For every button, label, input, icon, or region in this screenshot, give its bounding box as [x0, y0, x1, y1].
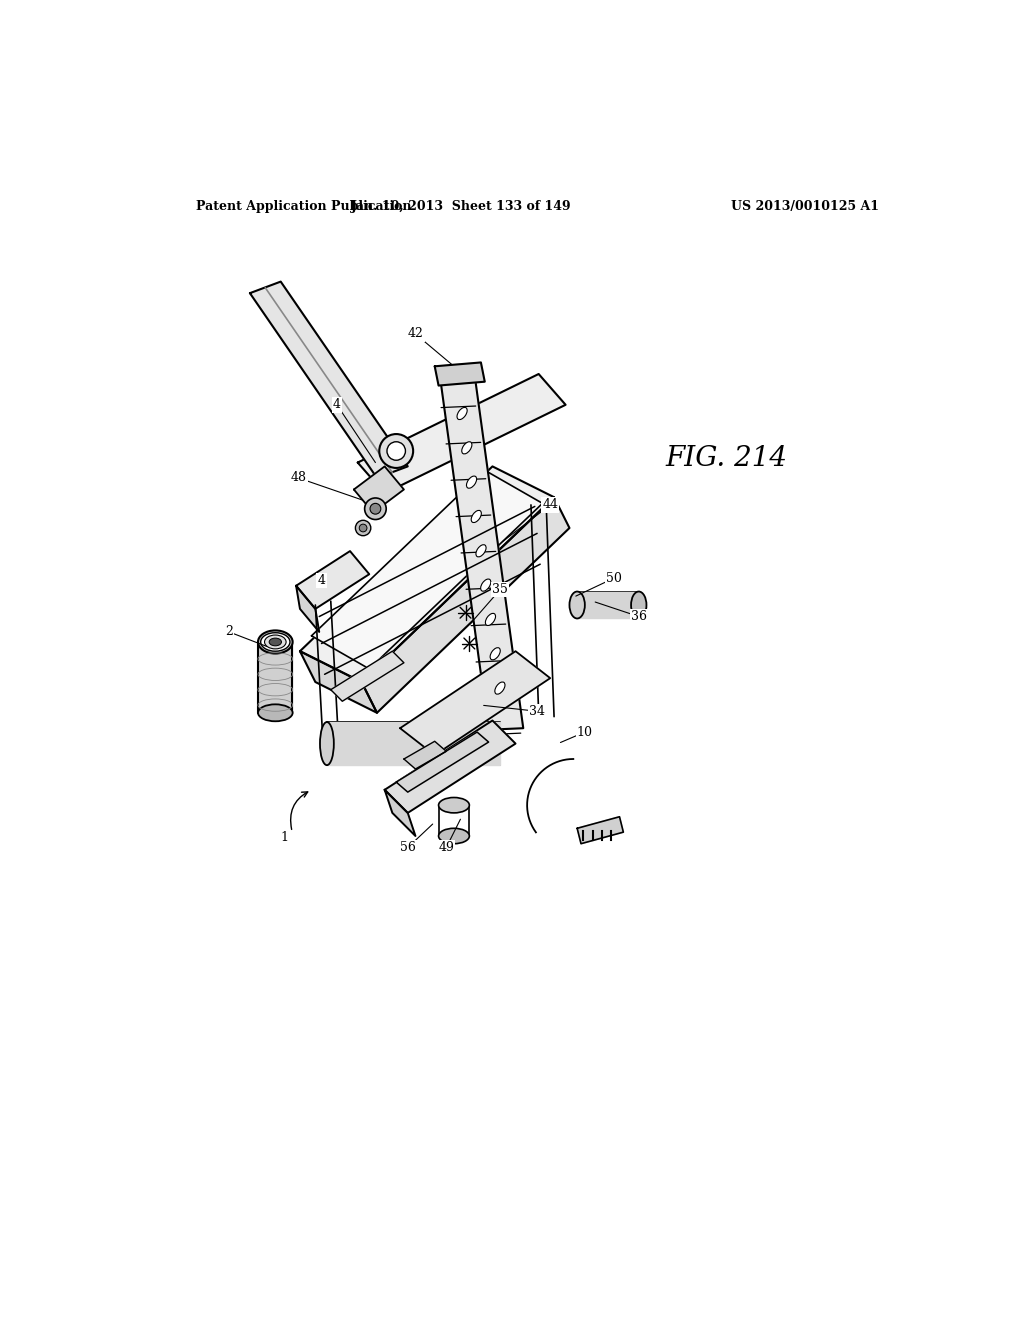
Text: 4: 4 [333, 399, 341, 412]
Circle shape [379, 434, 413, 469]
Text: FIG. 214: FIG. 214 [666, 445, 787, 473]
Polygon shape [354, 466, 403, 512]
Polygon shape [311, 470, 543, 669]
Text: 48: 48 [291, 471, 306, 484]
Text: US 2013/0010125 A1: US 2013/0010125 A1 [731, 199, 880, 213]
Polygon shape [578, 817, 624, 843]
Polygon shape [250, 281, 408, 478]
Text: Jan. 10, 2013  Sheet 133 of 149: Jan. 10, 2013 Sheet 133 of 149 [351, 199, 572, 213]
Polygon shape [403, 742, 446, 770]
Polygon shape [361, 498, 569, 713]
Ellipse shape [258, 705, 293, 721]
Polygon shape [300, 466, 554, 682]
Circle shape [359, 524, 367, 532]
Polygon shape [385, 721, 515, 813]
Text: 4: 4 [317, 574, 326, 587]
Circle shape [355, 520, 371, 536]
Text: 36: 36 [631, 610, 647, 623]
Polygon shape [331, 651, 403, 701]
Text: 10: 10 [577, 726, 593, 739]
Circle shape [365, 498, 386, 520]
Text: 34: 34 [529, 705, 545, 718]
Text: 42: 42 [408, 327, 423, 341]
Text: 49: 49 [438, 841, 455, 854]
Polygon shape [396, 733, 488, 792]
Circle shape [370, 503, 381, 513]
Ellipse shape [438, 829, 469, 843]
Text: Patent Application Publication: Patent Application Publication [196, 199, 412, 213]
Text: 2: 2 [225, 626, 233, 639]
Polygon shape [296, 586, 319, 632]
Ellipse shape [631, 591, 646, 619]
Polygon shape [385, 789, 416, 836]
Ellipse shape [319, 722, 334, 766]
Polygon shape [578, 591, 639, 619]
Polygon shape [258, 644, 292, 713]
Ellipse shape [258, 631, 293, 653]
Ellipse shape [569, 591, 585, 619]
Ellipse shape [457, 408, 467, 420]
Ellipse shape [261, 632, 290, 651]
Ellipse shape [485, 614, 496, 626]
Ellipse shape [476, 545, 486, 557]
Ellipse shape [490, 648, 501, 660]
Ellipse shape [467, 477, 476, 488]
Ellipse shape [480, 579, 490, 591]
Ellipse shape [471, 511, 481, 523]
Circle shape [387, 442, 406, 461]
Text: 44: 44 [543, 499, 558, 511]
Ellipse shape [264, 635, 286, 649]
Text: 50: 50 [606, 572, 622, 585]
Polygon shape [300, 651, 377, 713]
Polygon shape [438, 364, 523, 730]
Text: 56: 56 [399, 841, 416, 854]
Polygon shape [400, 651, 550, 755]
Ellipse shape [269, 638, 282, 645]
Polygon shape [296, 552, 370, 609]
Ellipse shape [438, 797, 469, 813]
Text: 1: 1 [281, 832, 289, 843]
Polygon shape [327, 722, 500, 766]
Polygon shape [357, 374, 565, 494]
Polygon shape [435, 363, 484, 385]
Ellipse shape [495, 682, 505, 694]
Text: 35: 35 [493, 583, 508, 597]
Ellipse shape [462, 442, 472, 454]
